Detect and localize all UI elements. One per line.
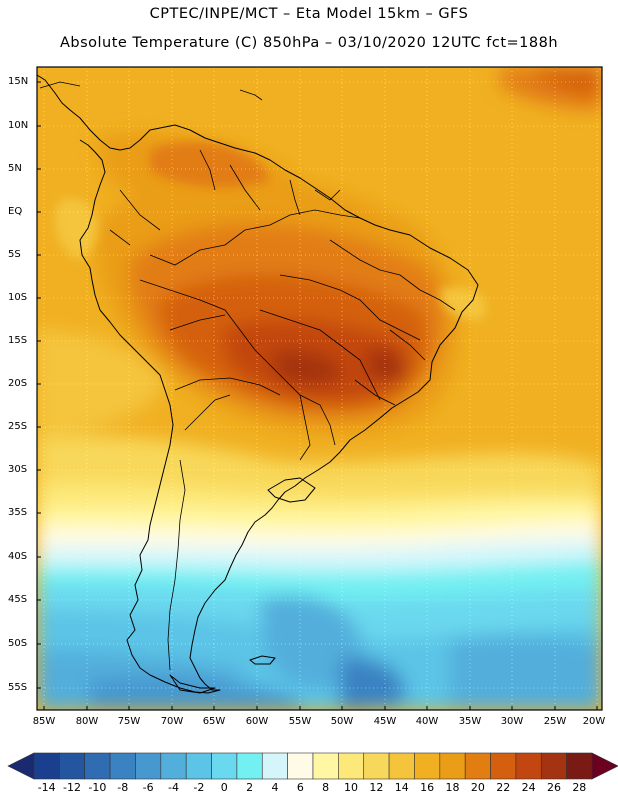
colorbar-cell xyxy=(363,752,390,780)
colorbar-under-arrow xyxy=(7,752,35,780)
colorbar-label: -6 xyxy=(142,781,154,794)
colorbar-label: 20 xyxy=(470,781,485,794)
colorbar-cell xyxy=(414,752,441,780)
lat-label: 25S xyxy=(8,421,28,432)
lon-label: 30W xyxy=(500,716,524,727)
colorbar-label: -2 xyxy=(193,781,205,794)
colorbar-cell xyxy=(84,752,111,780)
colorbar-cell xyxy=(540,752,567,780)
colorbar xyxy=(7,752,618,780)
colorbar-over-arrow xyxy=(591,752,618,780)
lat-label: 10N xyxy=(8,120,29,131)
lat-label: 5S xyxy=(8,249,21,260)
colorbar-cell xyxy=(261,752,288,780)
colorbar-cell xyxy=(515,752,542,780)
lon-label: 60W xyxy=(245,716,269,727)
colorbar-label: 8 xyxy=(322,781,330,794)
lat-label: 10S xyxy=(8,292,28,303)
colorbar-label: 16 xyxy=(420,781,435,794)
axis-ticks xyxy=(37,81,598,710)
colorbar-cell xyxy=(59,752,86,780)
colorbar-label: 10 xyxy=(344,781,359,794)
colorbar-label: 0 xyxy=(220,781,228,794)
chart-subtitle: Absolute Temperature (C) 850hPa – 03/10/… xyxy=(59,35,559,51)
colorbar-label: 14 xyxy=(394,781,409,794)
lon-label: 55W xyxy=(288,716,312,727)
colorbar-cell xyxy=(312,752,339,780)
lon-label: 50W xyxy=(330,716,354,727)
colorbar-label: -12 xyxy=(63,781,82,794)
colorbar-cell xyxy=(185,752,212,780)
colorbar-label: -10 xyxy=(88,781,107,794)
colorbar-label: 26 xyxy=(546,781,561,794)
temperature-field xyxy=(37,67,602,710)
lat-label: 35S xyxy=(8,507,28,518)
lon-label: 70W xyxy=(160,716,184,727)
lon-label: 35W xyxy=(458,716,482,727)
lat-label: 15S xyxy=(8,335,28,346)
lon-label: 80W xyxy=(75,716,99,727)
colorbar-cell xyxy=(160,752,187,780)
colorbar-cell xyxy=(109,752,136,780)
country-borders xyxy=(39,81,456,671)
colorbar-label: 24 xyxy=(521,781,536,794)
colorbar-cell xyxy=(236,752,263,780)
lat-label: 45S xyxy=(8,594,28,605)
colorbar-cell xyxy=(439,752,466,780)
lat-label: 15N xyxy=(8,76,29,87)
colorbar-label: -8 xyxy=(117,781,129,794)
colorbar-cell xyxy=(287,752,314,780)
lon-label: 45W xyxy=(373,716,397,727)
lat-label: 20S xyxy=(8,378,28,389)
colorbar-cell xyxy=(135,752,162,780)
lat-label: 50S xyxy=(8,638,28,649)
lon-label: 25W xyxy=(543,716,567,727)
colorbar-cell xyxy=(490,752,517,780)
lat-label: EQ xyxy=(8,206,23,217)
coastlines xyxy=(37,74,479,694)
lon-label: 85W xyxy=(32,716,56,727)
lat-label: 55S xyxy=(8,682,28,693)
colorbar-cell xyxy=(338,752,365,780)
chart-title: CPTEC/INPE/MCT – Eta Model 15km – GFS xyxy=(149,6,469,22)
lon-label: 40W xyxy=(415,716,439,727)
colorbar-cell xyxy=(464,752,491,780)
colorbar-label: 2 xyxy=(246,781,254,794)
colorbar-cell xyxy=(566,752,593,780)
colorbar-cell xyxy=(33,752,60,780)
colorbar-cell xyxy=(388,752,415,780)
colorbar-label: 22 xyxy=(496,781,511,794)
map-frame xyxy=(36,66,603,711)
lat-label: 30S xyxy=(8,464,28,475)
colorbar-label: 12 xyxy=(369,781,384,794)
lat-label: 5N xyxy=(8,163,22,174)
colorbar-label: 6 xyxy=(296,781,304,794)
colorbar-label: 18 xyxy=(445,781,460,794)
lon-label: 65W xyxy=(202,716,226,727)
colorbar-label: 4 xyxy=(271,781,279,794)
lon-label: 20W xyxy=(582,716,606,727)
colorbar-label: 28 xyxy=(572,781,587,794)
colorbar-label: -14 xyxy=(37,781,56,794)
lon-label: 75W xyxy=(117,716,141,727)
colorbar-label: -4 xyxy=(168,781,179,794)
colorbar-cell xyxy=(211,752,238,780)
lat-label: 40S xyxy=(8,551,28,562)
